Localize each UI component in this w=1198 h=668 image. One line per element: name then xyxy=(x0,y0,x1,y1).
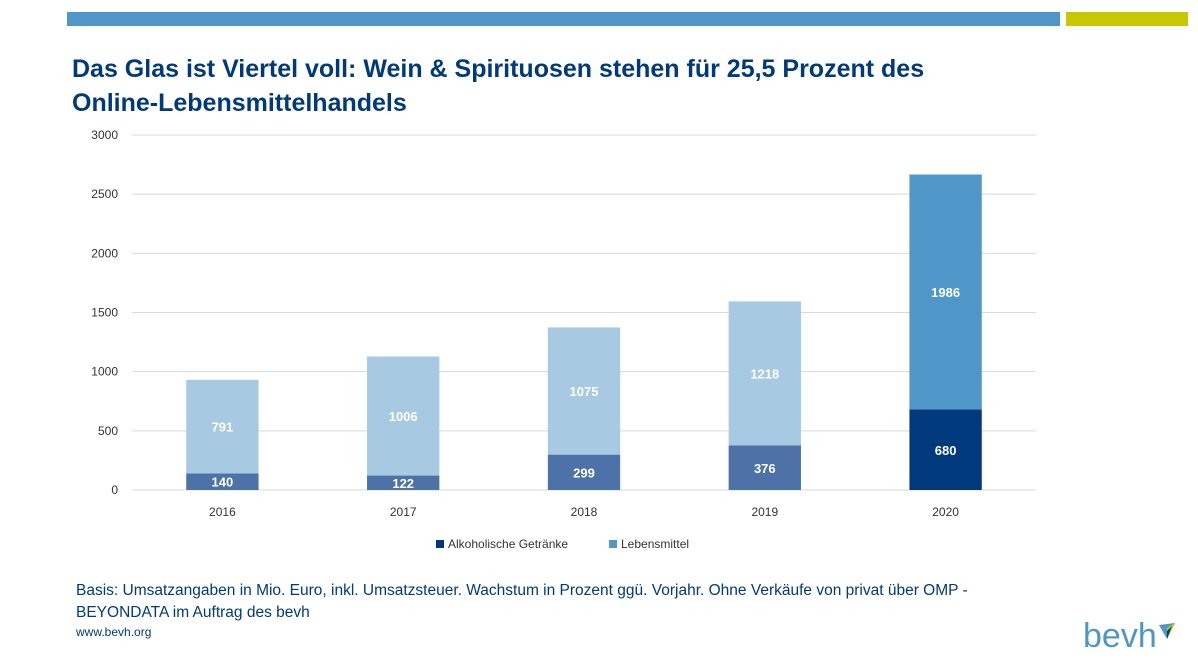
x-axis-tick-labels: 2016 2017 2018 2019 2020 xyxy=(209,505,959,519)
website-link[interactable]: www.bevh.org xyxy=(76,625,152,639)
title-line-2: Online-Lebensmittelhandels xyxy=(72,89,407,117)
legend-swatch xyxy=(436,540,444,548)
data-label-lebensmittel: 1986 xyxy=(931,285,960,300)
footnote: Basis: Umsatzangaben in Mio. Euro, inkl.… xyxy=(76,580,1176,624)
data-label-lebensmittel: 1075 xyxy=(570,384,599,399)
bevh-logo: bevh xyxy=(1083,617,1175,655)
x-tick-label: 2019 xyxy=(751,505,778,519)
bar-alkoholische-getraenke xyxy=(909,409,982,490)
legend-label: Lebensmittel xyxy=(621,537,689,551)
bar-alkoholische-getraenke xyxy=(186,473,259,490)
y-tick-label: 2000 xyxy=(91,246,118,260)
logo-mark-icon xyxy=(1158,623,1175,639)
y-tick-label: 1000 xyxy=(91,365,118,379)
x-tick-label: 2016 xyxy=(209,505,236,519)
footnote-line-2: BEYONDATA im Auftrag des bevh xyxy=(76,604,310,621)
x-tick-label: 2020 xyxy=(932,505,959,519)
bars xyxy=(186,174,982,490)
data-label-lebensmittel: 1218 xyxy=(750,366,779,381)
y-tick-label: 0 xyxy=(111,483,118,497)
data-label-lebensmittel: 791 xyxy=(212,420,234,435)
bar-alkoholische-getraenke xyxy=(367,475,440,490)
y-tick-label: 500 xyxy=(98,424,118,438)
header-accent-bar-blue xyxy=(67,12,1060,26)
y-axis-tick-labels: 0 500 1000 1500 2000 2500 3000 xyxy=(91,128,118,497)
x-tick-label: 2017 xyxy=(390,505,417,519)
y-tick-label: 3000 xyxy=(91,128,118,142)
footnote-line-1: Basis: Umsatzangaben in Mio. Euro, inkl.… xyxy=(76,582,968,599)
logo-text: bevh xyxy=(1083,617,1157,655)
legend-swatch xyxy=(609,540,617,548)
legend-label: Alkoholische Getränke xyxy=(448,537,568,551)
y-tick-label: 1500 xyxy=(91,306,118,320)
legend: Alkoholische Getränke Lebensmittel xyxy=(436,537,689,551)
header-accent-bar-lime xyxy=(1066,12,1188,26)
bar-alkoholische-getraenke xyxy=(547,454,621,490)
data-label-alkoholische-getraenke: 299 xyxy=(573,465,595,480)
data-label-alkoholische-getraenke: 376 xyxy=(754,461,776,476)
bar-lebensmittel xyxy=(367,356,440,476)
data-label-lebensmittel: 1006 xyxy=(389,409,418,424)
data-label-alkoholische-getraenke: 680 xyxy=(935,443,957,458)
data-labels: 140 791 122 1006 299 1075 376 1218 680 1986 xyxy=(212,285,961,491)
bar-lebensmittel xyxy=(547,327,621,455)
title-line-1: Das Glas ist Viertel voll: Wein & Spirit… xyxy=(72,55,925,83)
data-label-alkoholische-getraenke: 140 xyxy=(212,475,234,490)
y-tick-label: 2500 xyxy=(91,187,118,201)
bar-alkoholische-getraenke xyxy=(728,445,801,490)
bar-lebensmittel xyxy=(909,174,982,410)
x-tick-label: 2018 xyxy=(571,505,598,519)
bar-lebensmittel xyxy=(728,301,801,446)
bar-lebensmittel xyxy=(186,379,259,474)
data-label-alkoholische-getraenke: 122 xyxy=(392,476,414,491)
page-title: Das Glas ist Viertel voll: Wein & Spirit… xyxy=(72,52,1072,120)
